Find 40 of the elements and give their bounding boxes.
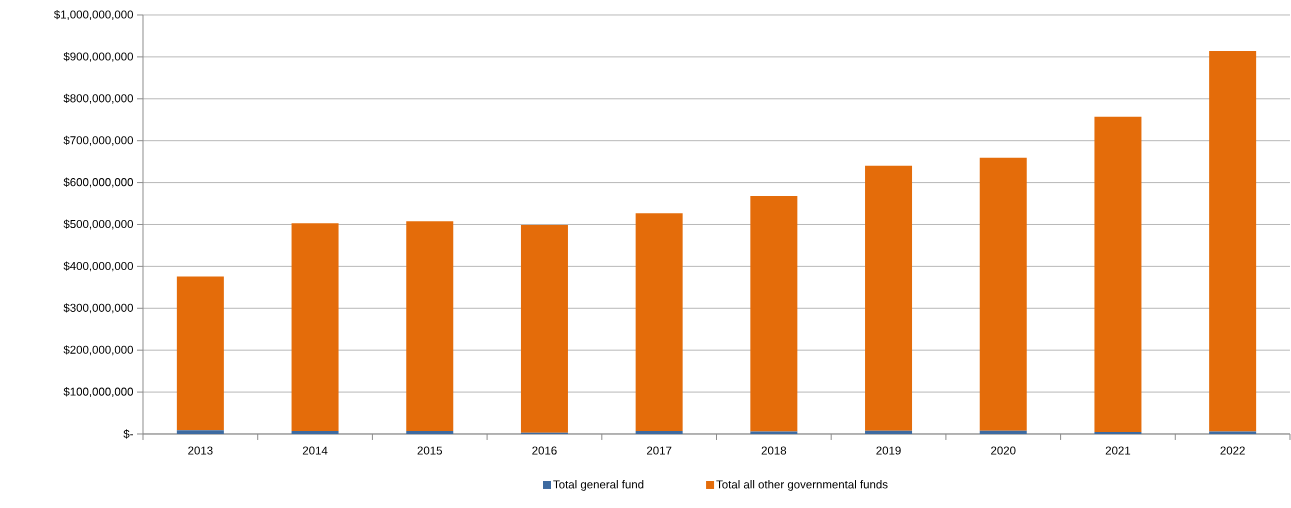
bar	[750, 431, 798, 434]
x-tick-label: 2018	[761, 446, 787, 455]
x-tick-label: 2013	[188, 446, 213, 455]
bar	[291, 223, 339, 432]
legend-label: Total all other governmental funds	[716, 480, 888, 491]
legend-label: Total general fund	[553, 480, 644, 491]
bar	[865, 165, 913, 431]
y-tick-label: $600,000,000	[63, 177, 134, 188]
bar	[520, 224, 568, 433]
bar	[406, 221, 454, 432]
x-tick-label: 2021	[1105, 446, 1131, 455]
y-tick-label: $700,000,000	[63, 135, 134, 146]
bar	[291, 431, 339, 434]
y-tick-label: $1,000,000,000	[53, 10, 134, 20]
y-tick-label: $500,000,000	[63, 219, 134, 230]
x-tick-label: 2014	[302, 446, 328, 455]
x-tick-label: 2019	[876, 446, 901, 455]
bar	[406, 431, 454, 434]
y-tick-label: $-	[123, 429, 133, 439]
x-tick-label: 2016	[532, 446, 557, 455]
y-tick-label: $300,000,000	[63, 303, 134, 314]
x-tick-label: 2020	[991, 446, 1016, 455]
bar	[1209, 51, 1257, 432]
y-tick-label: $100,000,000	[63, 387, 134, 398]
bar	[1209, 431, 1257, 434]
bar	[750, 195, 798, 432]
bar	[176, 430, 224, 434]
y-tick-label: $800,000,000	[63, 93, 134, 104]
x-tick-label: 2015	[417, 446, 443, 455]
bar	[1094, 116, 1142, 432]
y-tick-label: $900,000,000	[63, 51, 134, 62]
x-tick-label: 2022	[1220, 446, 1245, 455]
bar	[635, 213, 683, 432]
bar	[635, 431, 683, 434]
y-tick-label: $400,000,000	[63, 261, 134, 272]
bar	[979, 157, 1027, 431]
bar	[1094, 431, 1142, 434]
bar	[176, 276, 224, 431]
y-tick-label: $200,000,000	[63, 345, 134, 356]
x-tick-label: 2017	[646, 446, 672, 455]
